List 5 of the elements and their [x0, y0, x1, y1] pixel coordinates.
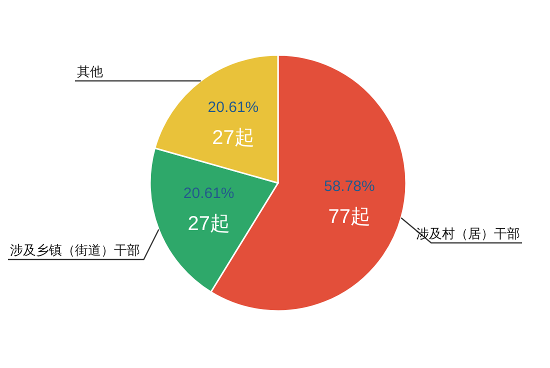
slice-label: 涉及乡镇（街道）干部 [10, 242, 140, 258]
data-label: 58.78% 77起 [324, 178, 375, 228]
data-label: 20.61% 27起 [208, 98, 259, 149]
slice-label: 其他 [77, 64, 103, 79]
data-label: 20.61% 27起 [183, 184, 234, 235]
